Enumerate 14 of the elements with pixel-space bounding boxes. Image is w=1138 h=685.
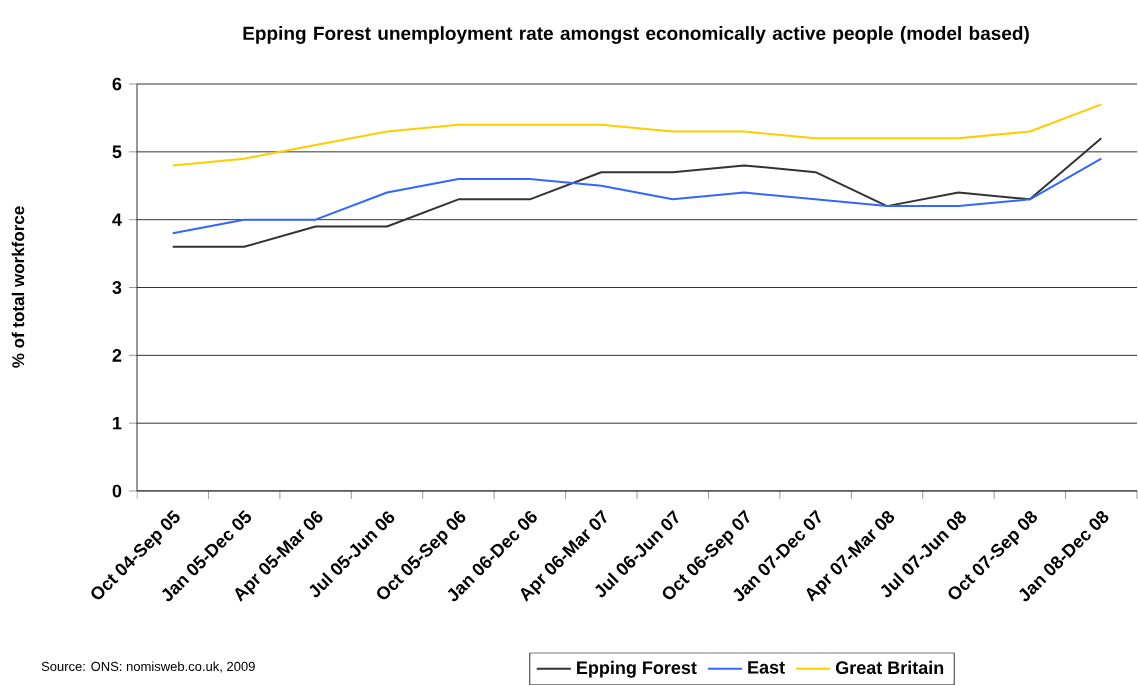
chart-title: Epping Forest unemployment rate amongst economically active people (model based) — [243, 25, 1029, 44]
y-tick-label: 3 — [112, 280, 122, 294]
y-axis-title: % of total workforce — [11, 206, 25, 368]
legend-label: Great Britain — [835, 660, 944, 674]
y-tick-label: 5 — [112, 145, 122, 158]
y-tick-label: 2 — [112, 348, 122, 362]
y-tick-label: 4 — [112, 213, 122, 226]
y-tick-label: 1 — [113, 416, 122, 430]
legend-label: East — [748, 661, 785, 674]
legend-label: Epping Forest — [577, 660, 697, 678]
y-tick-label: 6 — [112, 77, 122, 91]
line-series — [171, 137, 1103, 248]
source-note: Source: ONS: nomisweb.co.uk, 2009 — [41, 661, 255, 673]
y-tick-label: 0 — [112, 484, 122, 498]
